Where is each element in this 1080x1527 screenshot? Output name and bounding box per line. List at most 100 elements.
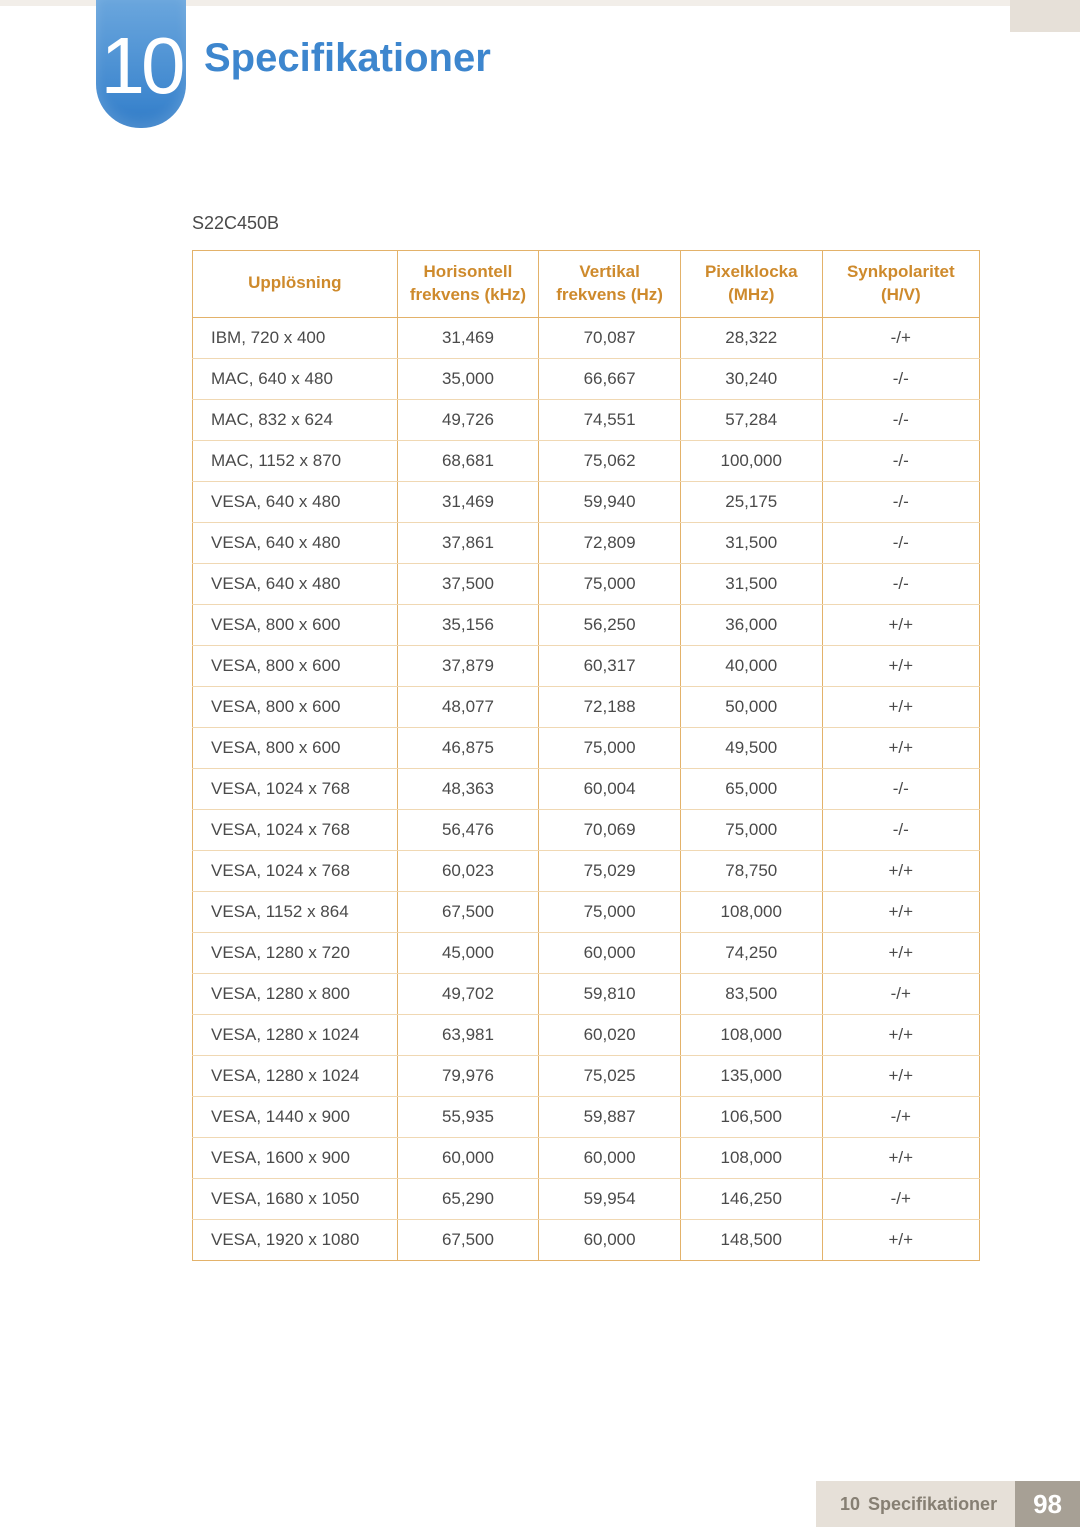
table-cell: VESA, 1280 x 1024	[193, 1014, 398, 1055]
table-cell: MAC, 640 x 480	[193, 358, 398, 399]
table-cell: +/+	[822, 932, 979, 973]
table-cell: +/+	[822, 727, 979, 768]
table-cell: VESA, 800 x 600	[193, 686, 398, 727]
table-cell: 75,000	[539, 727, 681, 768]
table-row: VESA, 640 x 48037,50075,00031,500-/-	[193, 563, 980, 604]
table-cell: VESA, 1024 x 768	[193, 850, 398, 891]
table-cell: 148,500	[680, 1219, 822, 1260]
table-cell: 31,500	[680, 563, 822, 604]
table-cell: 55,935	[397, 1096, 539, 1137]
table-cell: VESA, 640 x 480	[193, 563, 398, 604]
chapter-title: Specifikationer	[204, 36, 491, 81]
table-row: VESA, 800 x 60048,07772,18850,000+/+	[193, 686, 980, 727]
table-cell: 108,000	[680, 891, 822, 932]
table-cell: 108,000	[680, 1014, 822, 1055]
table-cell: +/+	[822, 1014, 979, 1055]
table-row: VESA, 1280 x 72045,00060,00074,250+/+	[193, 932, 980, 973]
table-cell: 36,000	[680, 604, 822, 645]
table-cell: 48,363	[397, 768, 539, 809]
table-cell: 74,250	[680, 932, 822, 973]
table-cell: -/+	[822, 1178, 979, 1219]
table-row: VESA, 800 x 60035,15656,25036,000+/+	[193, 604, 980, 645]
table-cell: 75,000	[539, 563, 681, 604]
table-cell: -/-	[822, 563, 979, 604]
table-cell: 75,025	[539, 1055, 681, 1096]
table-cell: 30,240	[680, 358, 822, 399]
table-header-cell: Vertikalfrekvens (Hz)	[539, 251, 681, 318]
table-cell: 59,810	[539, 973, 681, 1014]
table-cell: 60,000	[539, 1219, 681, 1260]
table-cell: 75,062	[539, 440, 681, 481]
table-cell: 70,087	[539, 317, 681, 358]
table-cell: 59,887	[539, 1096, 681, 1137]
table-cell: 56,476	[397, 809, 539, 850]
table-cell: 37,500	[397, 563, 539, 604]
table-cell: VESA, 640 x 480	[193, 522, 398, 563]
table-row: VESA, 1440 x 90055,93559,887106,500-/+	[193, 1096, 980, 1137]
footer-page-number: 98	[1015, 1481, 1080, 1527]
table-cell: 78,750	[680, 850, 822, 891]
table-header-cell: Pixelklocka(MHz)	[680, 251, 822, 318]
table-cell: 74,551	[539, 399, 681, 440]
table-cell: -/-	[822, 440, 979, 481]
table-cell: 60,000	[397, 1137, 539, 1178]
table-body: IBM, 720 x 40031,46970,08728,322-/+MAC, …	[193, 317, 980, 1260]
table-cell: 75,000	[680, 809, 822, 850]
table-cell: 57,284	[680, 399, 822, 440]
table-cell: 60,000	[539, 932, 681, 973]
table-cell: 45,000	[397, 932, 539, 973]
page-footer: 10 Specifikationer 98	[0, 1481, 1080, 1527]
table-cell: VESA, 1280 x 1024	[193, 1055, 398, 1096]
table-header-cell: Horisontellfrekvens (kHz)	[397, 251, 539, 318]
table-cell: 108,000	[680, 1137, 822, 1178]
table-row: VESA, 640 x 48037,86172,80931,500-/-	[193, 522, 980, 563]
table-cell: +/+	[822, 1055, 979, 1096]
table-cell: 35,156	[397, 604, 539, 645]
table-cell: VESA, 800 x 600	[193, 645, 398, 686]
table-cell: 35,000	[397, 358, 539, 399]
table-cell: -/+	[822, 973, 979, 1014]
table-cell: +/+	[822, 850, 979, 891]
table-row: VESA, 800 x 60037,87960,31740,000+/+	[193, 645, 980, 686]
table-row: VESA, 1280 x 102479,97675,025135,000+/+	[193, 1055, 980, 1096]
table-cell: +/+	[822, 604, 979, 645]
table-cell: 28,322	[680, 317, 822, 358]
table-cell: +/+	[822, 645, 979, 686]
table-cell: 31,500	[680, 522, 822, 563]
table-cell: VESA, 1024 x 768	[193, 809, 398, 850]
table-cell: +/+	[822, 891, 979, 932]
table-cell: 68,681	[397, 440, 539, 481]
table-row: VESA, 1600 x 90060,00060,000108,000+/+	[193, 1137, 980, 1178]
table-cell: 83,500	[680, 973, 822, 1014]
table-cell: -/+	[822, 317, 979, 358]
table-cell: VESA, 1920 x 1080	[193, 1219, 398, 1260]
table-cell: 66,667	[539, 358, 681, 399]
table-cell: VESA, 1600 x 900	[193, 1137, 398, 1178]
table-cell: VESA, 1680 x 1050	[193, 1178, 398, 1219]
table-row: MAC, 640 x 48035,00066,66730,240-/-	[193, 358, 980, 399]
table-cell: 50,000	[680, 686, 822, 727]
table-row: VESA, 1680 x 105065,29059,954146,250-/+	[193, 1178, 980, 1219]
table-row: MAC, 832 x 62449,72674,55157,284-/-	[193, 399, 980, 440]
table-cell: IBM, 720 x 400	[193, 317, 398, 358]
table-cell: VESA, 800 x 600	[193, 727, 398, 768]
table-header-cell: Upplösning	[193, 251, 398, 318]
table-cell: VESA, 1152 x 864	[193, 891, 398, 932]
table-cell: 100,000	[680, 440, 822, 481]
table-cell: -/-	[822, 358, 979, 399]
table-row: VESA, 800 x 60046,87575,00049,500+/+	[193, 727, 980, 768]
table-row: VESA, 1024 x 76856,47670,06975,000-/-	[193, 809, 980, 850]
table-row: VESA, 1152 x 86467,50075,000108,000+/+	[193, 891, 980, 932]
content-area: S22C450B UpplösningHorisontellfrekvens (…	[192, 213, 980, 1261]
table-cell: 60,317	[539, 645, 681, 686]
table-cell: VESA, 800 x 600	[193, 604, 398, 645]
table-cell: MAC, 1152 x 870	[193, 440, 398, 481]
table-cell: 106,500	[680, 1096, 822, 1137]
table-cell: 31,469	[397, 481, 539, 522]
table-header-cell: Synkpolaritet(H/V)	[822, 251, 979, 318]
table-cell: VESA, 640 x 480	[193, 481, 398, 522]
footer-label: 10 Specifikationer	[816, 1481, 1015, 1527]
table-cell: -/-	[822, 481, 979, 522]
table-cell: 79,976	[397, 1055, 539, 1096]
table-row: VESA, 1024 x 76848,36360,00465,000-/-	[193, 768, 980, 809]
